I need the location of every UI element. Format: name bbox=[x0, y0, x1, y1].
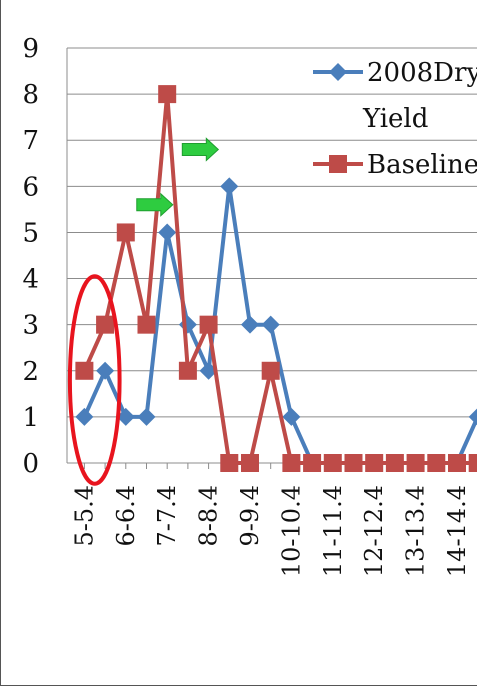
data-point-square bbox=[365, 454, 384, 472]
legend: 2008Dry Yield Baseline bbox=[313, 58, 477, 180]
x-tick-label: 9-9.4 bbox=[236, 485, 264, 547]
y-tick-label: 0 bbox=[22, 449, 39, 479]
y-tick-label: 6 bbox=[22, 172, 39, 202]
data-point-square bbox=[323, 454, 342, 472]
data-point-square bbox=[282, 454, 301, 472]
x-tick-label: 6-6.4 bbox=[112, 485, 140, 547]
data-point-diamond bbox=[137, 407, 156, 426]
x-tick-label: 8-8.4 bbox=[195, 485, 223, 547]
y-tick-label: 4 bbox=[22, 265, 39, 295]
data-point-square bbox=[240, 454, 259, 472]
data-point-square bbox=[199, 315, 218, 334]
data-point-diamond bbox=[261, 315, 280, 334]
data-point-diamond bbox=[96, 361, 115, 380]
y-tick-label: 5 bbox=[22, 218, 39, 248]
data-point-square bbox=[220, 454, 239, 472]
x-tick-label: 10-10.4 bbox=[277, 485, 305, 577]
x-tick-label: 7-7.4 bbox=[153, 485, 181, 547]
data-point-diamond bbox=[178, 315, 197, 334]
data-point-square bbox=[427, 454, 446, 472]
data-point-square bbox=[96, 315, 115, 334]
highlight-ellipse bbox=[67, 274, 122, 486]
x-tick-label: 14-14.4 bbox=[443, 485, 471, 577]
data-point-square bbox=[344, 454, 363, 472]
y-tick-label: 2 bbox=[22, 357, 39, 387]
data-point-square bbox=[406, 454, 425, 472]
axis-layer: 0 1 2 3 4 5 6 7 8 9 5-5.4 6-6.4 7-7.4 8-8.4 9-9.4 10-10… bbox=[22, 34, 477, 577]
legend-marker-diamond bbox=[329, 63, 347, 81]
x-tick-label: 5-5.4 bbox=[70, 485, 98, 547]
data-point-square bbox=[468, 454, 477, 472]
y-tick-label: 7 bbox=[22, 126, 39, 156]
data-point-square bbox=[261, 361, 280, 380]
series-layer bbox=[75, 85, 477, 472]
data-point-diamond bbox=[220, 177, 239, 196]
x-tick-label: 13-13.4 bbox=[402, 485, 430, 577]
data-point-square bbox=[303, 454, 322, 472]
data-point-diamond bbox=[282, 407, 301, 426]
arrow-right-icon bbox=[136, 192, 174, 217]
data-point-square bbox=[385, 454, 404, 472]
legend-marker-square bbox=[329, 155, 347, 173]
data-point-diamond bbox=[158, 223, 177, 242]
data-point-diamond bbox=[116, 407, 135, 426]
legend-entry: 2008Dry bbox=[367, 58, 477, 88]
data-point-square bbox=[447, 454, 466, 472]
x-tick-label: 12-12.4 bbox=[360, 485, 388, 577]
legend-entry: Baseline bbox=[367, 150, 477, 180]
arrow-right-icon bbox=[181, 137, 220, 162]
annotation-layer bbox=[67, 137, 220, 486]
data-point-diamond bbox=[468, 408, 477, 426]
data-point-square bbox=[116, 223, 135, 242]
data-point-square bbox=[137, 315, 156, 334]
data-point-square bbox=[158, 85, 177, 104]
y-tick-label: 9 bbox=[22, 34, 39, 64]
data-point-diamond bbox=[240, 315, 259, 334]
data-point-square bbox=[75, 361, 94, 380]
data-point-diamond bbox=[75, 407, 94, 426]
legend-entry: Yield bbox=[362, 104, 428, 134]
data-point-square bbox=[178, 361, 197, 380]
y-tick-label: 3 bbox=[22, 311, 39, 341]
x-tick-label: 11-11.4 bbox=[319, 485, 347, 577]
y-tick-label: 1 bbox=[22, 403, 39, 433]
y-tick-label: 8 bbox=[22, 80, 39, 110]
